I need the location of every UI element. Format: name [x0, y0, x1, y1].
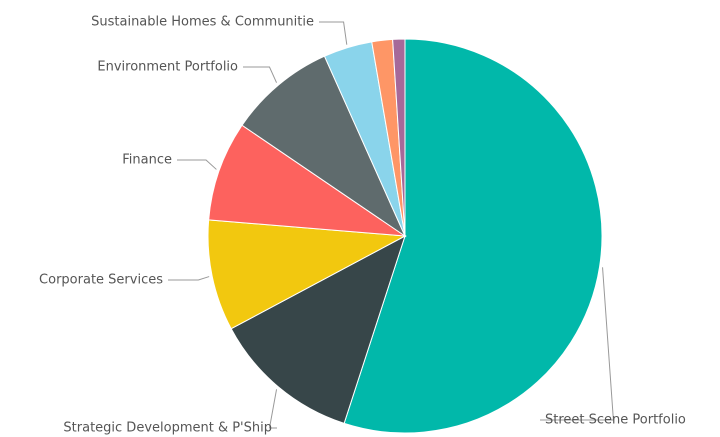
slice-label: Finance — [122, 153, 172, 168]
pie-slice — [230, 234, 406, 424]
leader-line — [168, 276, 210, 281]
leader-line — [243, 66, 278, 83]
pie-slice — [241, 55, 407, 238]
leader-line — [319, 21, 348, 45]
leader-line — [177, 159, 217, 170]
pie-slice — [343, 38, 603, 434]
leader-line — [268, 389, 278, 429]
pie-slice — [208, 124, 407, 237]
slice-label: Sustainable Homes & Communitie — [91, 15, 314, 30]
pie-slice — [207, 219, 407, 330]
slice-label: Strategic Development & P'Ship — [63, 421, 272, 436]
slice-label: Street Scene Portfolio — [545, 413, 686, 428]
pie-slice — [392, 38, 406, 237]
slice-label: Environment Portfolio — [97, 60, 238, 75]
slice-label: Corporate Services — [39, 273, 163, 288]
leader-line — [540, 267, 614, 421]
